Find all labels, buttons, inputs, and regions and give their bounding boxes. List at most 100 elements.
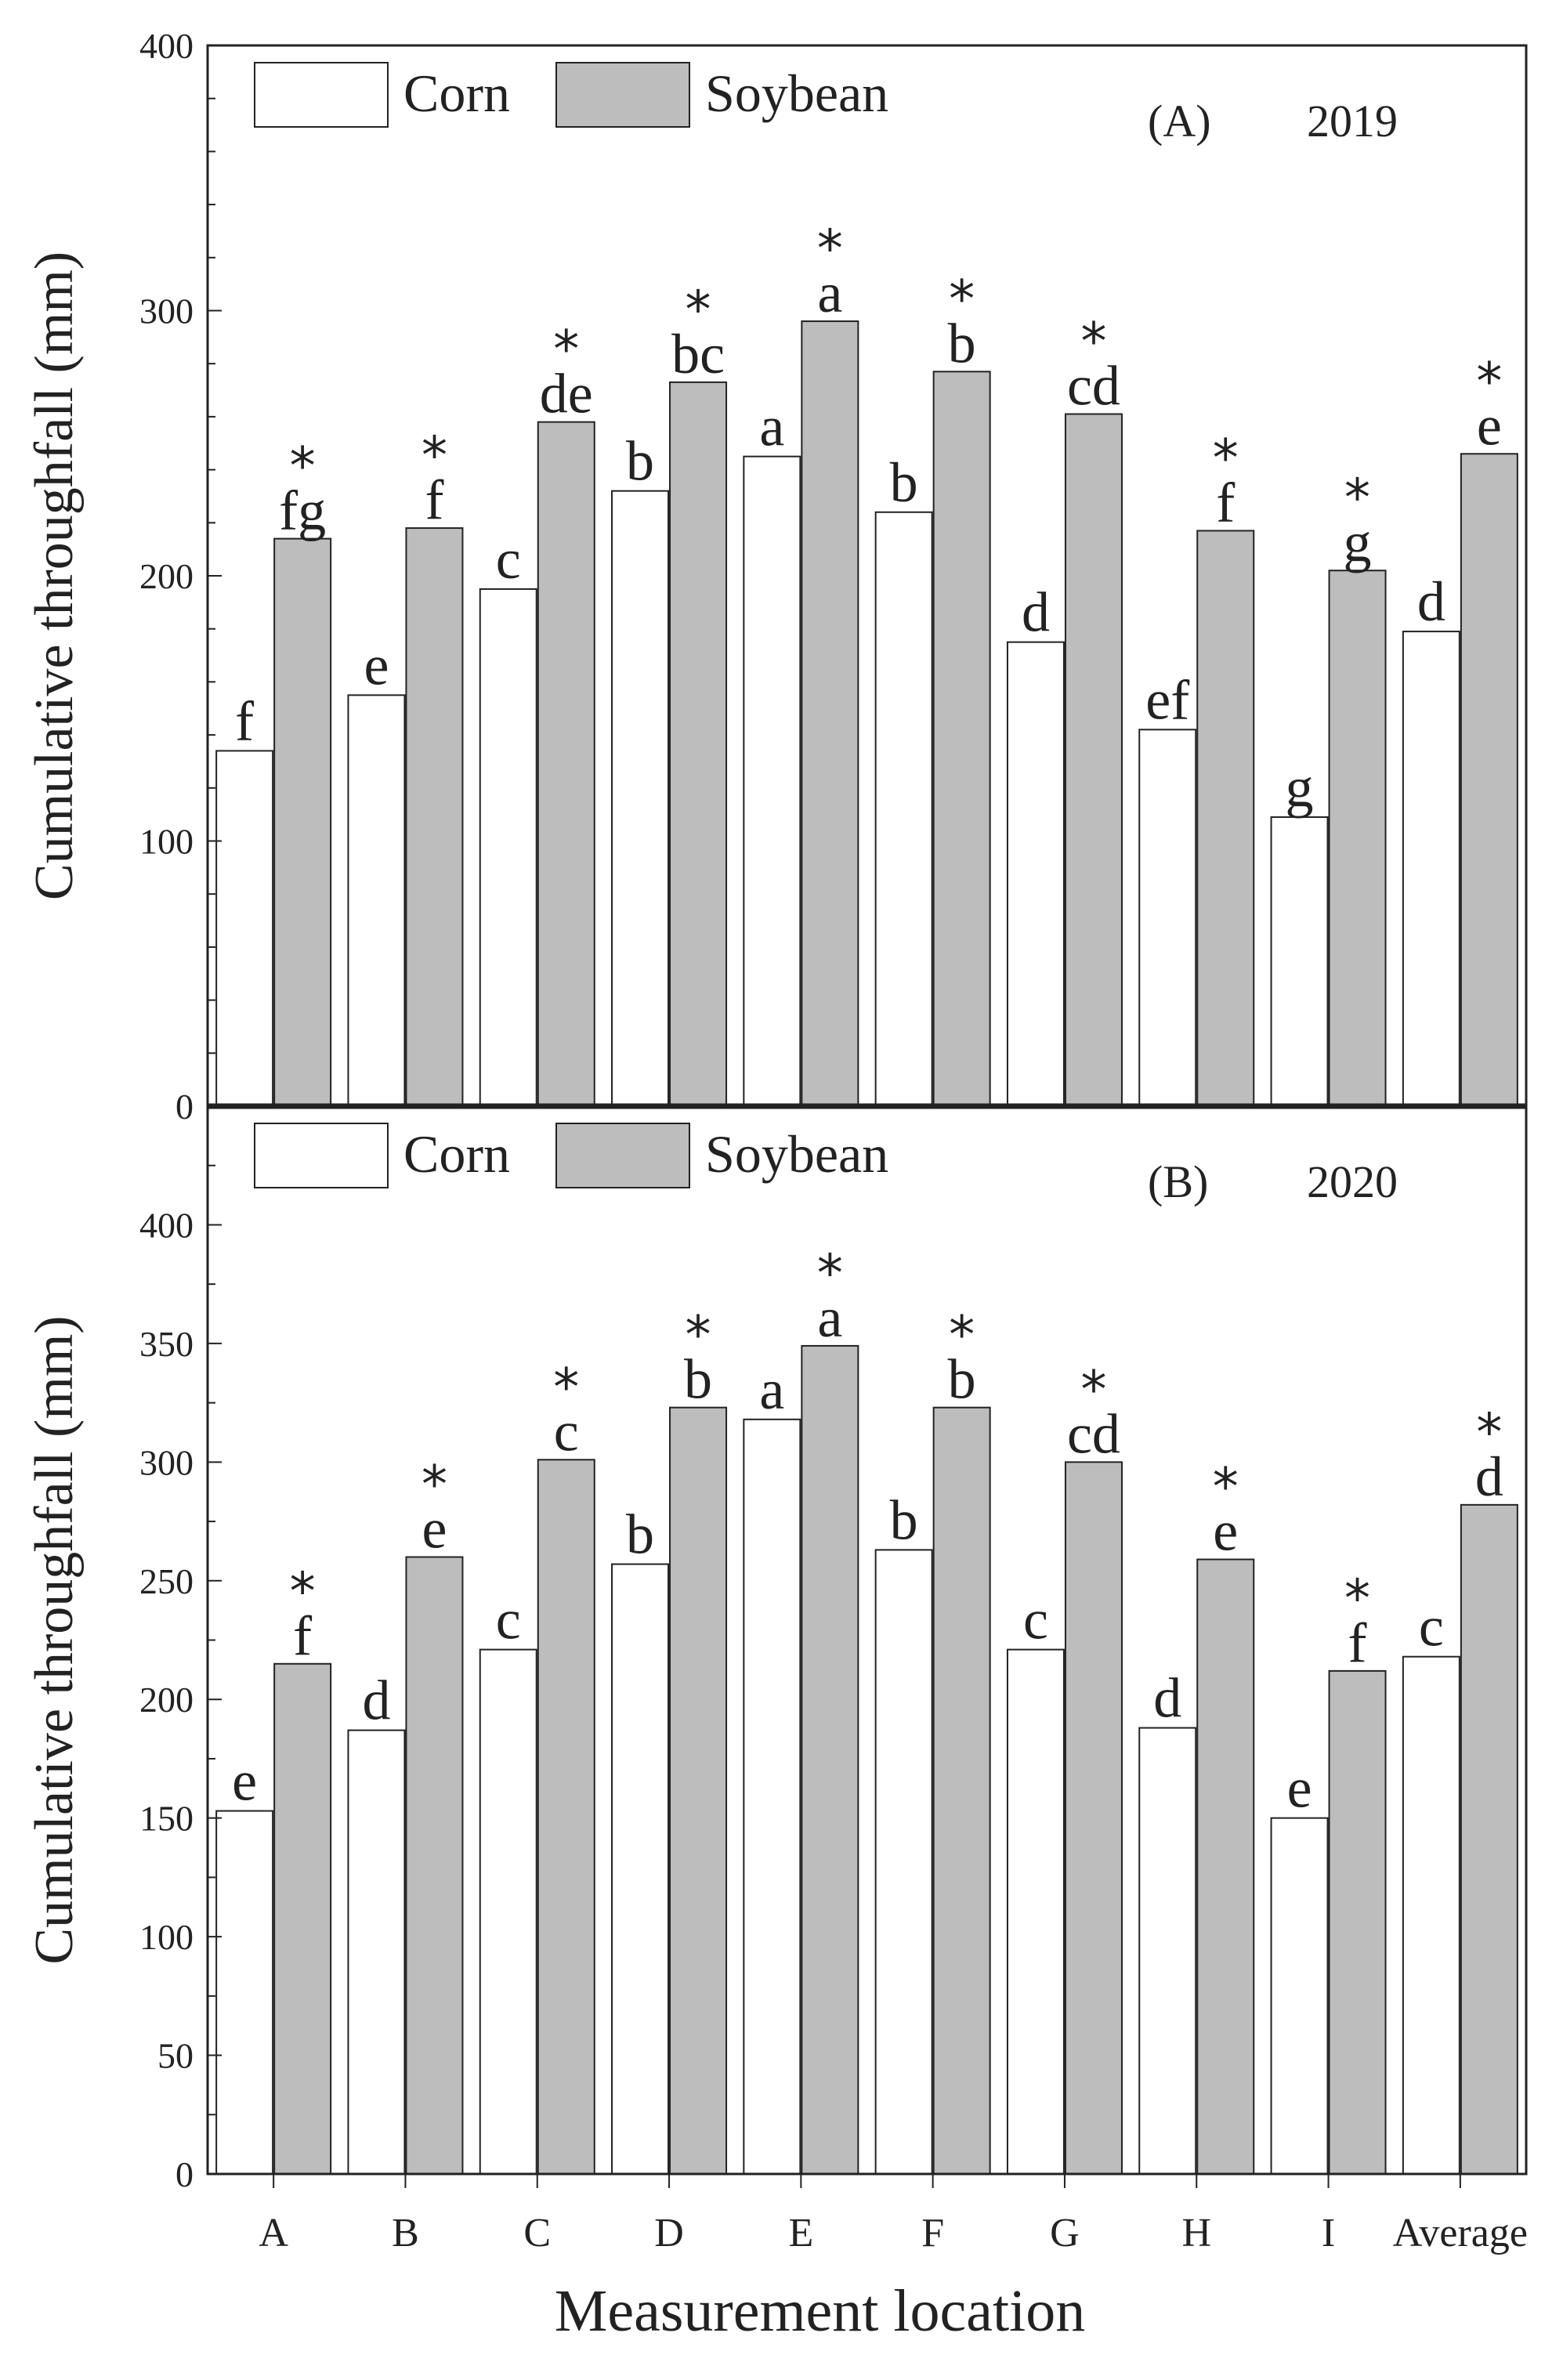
y-tick-label: 50 bbox=[157, 2036, 194, 2076]
corn-bar bbox=[611, 490, 670, 1107]
x-category-label: E bbox=[788, 2211, 813, 2255]
soybean-significance-letter: e bbox=[422, 1497, 447, 1560]
corn-bar bbox=[874, 511, 933, 1107]
corn-significance-letter: c bbox=[496, 528, 521, 591]
soybean-bar bbox=[1460, 1503, 1518, 2176]
soybean-significance-letter: f bbox=[1216, 471, 1235, 534]
legend-soybean-label: Soybean bbox=[705, 63, 888, 123]
significance-asterisk: * bbox=[817, 219, 843, 279]
corn-significance-letter: d bbox=[1417, 570, 1445, 633]
panel-label: (A) bbox=[1148, 96, 1211, 146]
soybean-significance-letter: b bbox=[948, 1348, 976, 1411]
significance-asterisk: * bbox=[553, 1357, 579, 1417]
x-category-label: I bbox=[1322, 2211, 1335, 2255]
significance-asterisk: * bbox=[686, 280, 711, 340]
corn-bar bbox=[1270, 1817, 1329, 2176]
corn-significance-letter: e bbox=[364, 634, 389, 696]
panel-label: (B) bbox=[1148, 1156, 1208, 1207]
soybean-bar bbox=[273, 1662, 332, 2175]
y-tick-label: 0 bbox=[175, 1087, 194, 1127]
legend-soybean-swatch bbox=[555, 62, 690, 128]
corn-bar bbox=[479, 588, 537, 1107]
significance-asterisk: * bbox=[290, 1561, 316, 1622]
soybean-bar bbox=[932, 371, 991, 1108]
significance-asterisk: * bbox=[1080, 1359, 1106, 1420]
corn-bar bbox=[215, 1810, 274, 2176]
soybean-bar bbox=[405, 527, 464, 1107]
soybean-significance-letter: b bbox=[684, 1348, 712, 1411]
corn-bar bbox=[479, 1648, 537, 2175]
legend-corn-swatch bbox=[254, 62, 389, 128]
y-tick-label: 100 bbox=[139, 1917, 194, 1957]
corn-significance-letter: b bbox=[626, 430, 654, 493]
corn-significance-letter: c bbox=[1419, 1596, 1444, 1658]
legend-soybean-swatch bbox=[555, 1123, 690, 1188]
y-tick-label: 0 bbox=[175, 2154, 194, 2194]
significance-asterisk: * bbox=[1476, 1402, 1502, 1463]
legend-corn-label: Corn bbox=[403, 1124, 510, 1184]
soybean-significance-letter: a bbox=[817, 1286, 842, 1349]
corn-significance-letter: ef bbox=[1145, 668, 1189, 731]
y-tick-label: 200 bbox=[139, 556, 194, 596]
soybean-significance-letter: f bbox=[425, 468, 443, 531]
significance-asterisk: * bbox=[949, 1305, 975, 1365]
corn-bar bbox=[1402, 631, 1460, 1107]
significance-asterisk: * bbox=[290, 436, 316, 497]
corn-significance-letter: e bbox=[1287, 1757, 1312, 1820]
y-tick-label: 300 bbox=[139, 291, 194, 331]
legend-soybean-label: Soybean bbox=[705, 1124, 888, 1184]
corn-bar bbox=[1270, 816, 1329, 1108]
significance-asterisk: * bbox=[553, 320, 579, 380]
soybean-significance-letter: de bbox=[540, 363, 593, 425]
y-tick-label: 100 bbox=[139, 822, 194, 862]
corn-significance-letter: d bbox=[1153, 1667, 1181, 1730]
significance-asterisk: * bbox=[1213, 1457, 1239, 1517]
soybean-bar bbox=[1460, 453, 1518, 1107]
soybean-significance-letter: e bbox=[1213, 1500, 1238, 1563]
soybean-bar bbox=[669, 381, 728, 1107]
soybean-significance-letter: cd bbox=[1067, 355, 1120, 418]
corn-significance-letter: b bbox=[890, 1488, 918, 1551]
significance-asterisk: * bbox=[422, 425, 447, 486]
y-tick-label: 400 bbox=[139, 26, 194, 66]
significance-asterisk: * bbox=[1344, 1568, 1370, 1629]
y-tick-label: 250 bbox=[139, 1561, 194, 1601]
corn-bar bbox=[1138, 729, 1197, 1108]
corn-bar bbox=[1402, 1655, 1460, 2175]
significance-asterisk: * bbox=[1344, 468, 1370, 528]
corn-significance-letter: a bbox=[759, 396, 784, 458]
soybean-bar bbox=[669, 1406, 728, 2176]
soybean-significance-letter: e bbox=[1477, 394, 1502, 457]
soybean-bar bbox=[1196, 1558, 1255, 2176]
soybean-significance-letter: g bbox=[1344, 511, 1372, 573]
soybean-significance-letter: f bbox=[1348, 1611, 1367, 1674]
soybean-bar bbox=[1064, 1461, 1123, 2176]
legend-corn-label: Corn bbox=[403, 63, 510, 123]
corn-significance-letter: b bbox=[626, 1503, 654, 1566]
soybean-bar bbox=[1196, 530, 1255, 1107]
corn-significance-letter: c bbox=[496, 1589, 521, 1651]
significance-asterisk: * bbox=[686, 1305, 711, 1365]
soybean-bar bbox=[801, 320, 859, 1108]
soybean-significance-letter: bc bbox=[671, 323, 725, 385]
x-category-label: G bbox=[1050, 2211, 1080, 2255]
soybean-significance-letter: b bbox=[948, 312, 976, 374]
x-category-label: C bbox=[523, 2211, 551, 2255]
y-tick-label: 150 bbox=[139, 1799, 194, 1839]
legend-corn-swatch bbox=[254, 1123, 389, 1188]
soybean-bar bbox=[405, 1556, 464, 2175]
corn-bar bbox=[743, 455, 801, 1107]
corn-significance-letter: a bbox=[759, 1358, 784, 1421]
corn-bar bbox=[215, 750, 274, 1107]
soybean-bar bbox=[537, 421, 595, 1107]
panel-year: 2019 bbox=[1307, 96, 1398, 146]
x-category-label: H bbox=[1181, 2211, 1211, 2255]
y-axis-title: Cumulative throughfall (mm) bbox=[24, 251, 85, 900]
soybean-significance-letter: a bbox=[817, 262, 842, 324]
corn-bar bbox=[874, 1549, 933, 2175]
soybean-bar bbox=[801, 1344, 859, 2175]
x-category-label: D bbox=[654, 2211, 684, 2255]
soybean-bar bbox=[932, 1406, 991, 2176]
corn-bar bbox=[1006, 1648, 1065, 2175]
